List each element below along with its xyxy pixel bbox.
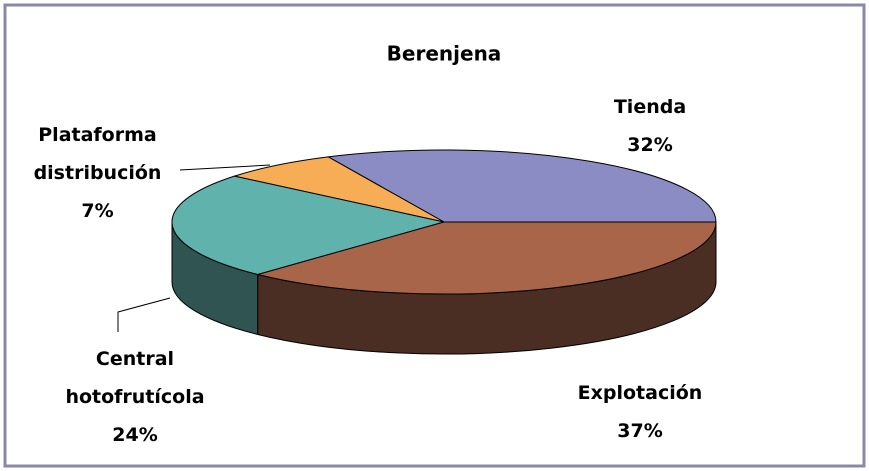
pie-slice [171,175,445,276]
chart-title: Berenjena [387,42,502,66]
category-label: Central hotofrutícola [65,348,205,408]
value-label: 37% [617,420,663,442]
category-label: Plataforma distribución [33,124,162,184]
leader-line [179,164,271,171]
data-label: Plataforma distribución 7% [10,116,185,230]
category-label: Explotación [577,382,703,404]
pie-slice [255,221,717,295]
leader-line [117,297,171,332]
pie-slice [232,156,445,223]
value-label: 24% [112,424,158,446]
pie [171,149,717,355]
data-label: Tienda 32% [560,88,740,164]
value-label: 32% [627,134,673,156]
value-label: 7% [81,200,114,222]
category-label: Tienda [613,96,687,118]
data-label: Central hotofrutícola 24% [40,340,230,454]
pie-slice [326,149,717,223]
data-label: Explotación 37% [535,374,745,450]
